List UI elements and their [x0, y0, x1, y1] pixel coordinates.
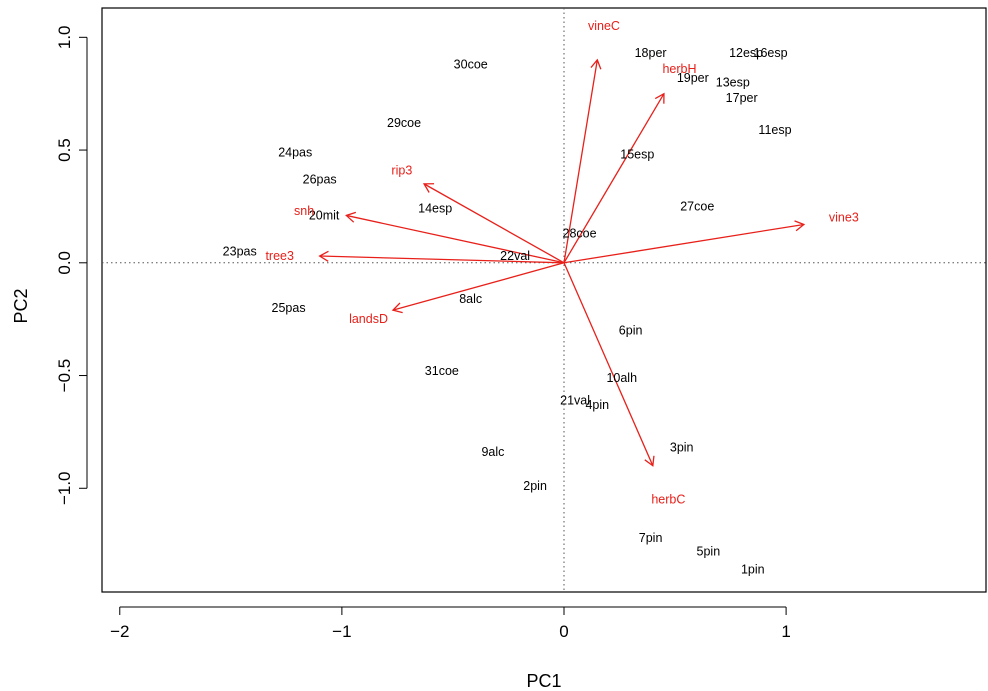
loading-arrow-shaft: [563, 262, 654, 466]
loading-label-herbC: herbC: [651, 493, 685, 507]
loading-arrow-vine3: [563, 220, 806, 264]
score-label: 21val: [560, 393, 590, 407]
loading-arrow-landsD: [391, 262, 565, 314]
score-label: 12esp: [729, 46, 763, 60]
score-label: 30coe: [454, 57, 488, 71]
loading-label-vine3: vine3: [829, 211, 859, 225]
score-label: 7pin: [639, 531, 663, 545]
loading-arrow-head: [422, 183, 435, 193]
loading-arrow-herbC: [563, 262, 655, 467]
score-label: 28coe: [563, 226, 597, 240]
loading-label-herbH: herbH: [662, 62, 696, 76]
score-label: 11esp: [758, 123, 791, 137]
score-label: 6pin: [619, 323, 643, 337]
loading-label-vineC: vineC: [588, 19, 620, 33]
loading-arrow-head: [391, 302, 403, 314]
y-tick-label: −0.5: [55, 359, 74, 393]
score-label: 2pin: [523, 479, 547, 493]
score-label: 17per: [726, 91, 758, 105]
loading-label-snh: snh: [294, 204, 314, 218]
score-label: 4pin: [585, 398, 609, 412]
loading-arrow-head: [644, 455, 655, 467]
y-axis: −1.0 −0.5 0.0 0.5 1.0: [55, 25, 88, 505]
score-label: 23pas: [223, 245, 257, 259]
loading-arrow-shaft: [319, 255, 565, 264]
loading-label-landsD: landsD: [349, 312, 388, 326]
score-label: 22val: [500, 249, 530, 263]
x-axis-title: PC1: [526, 671, 561, 691]
score-label: 5pin: [697, 544, 721, 558]
loading-label-tree3: tree3: [265, 249, 294, 263]
loading-arrow-head: [345, 211, 357, 223]
plot-frame: [101, 7, 987, 593]
score-label: 14esp: [418, 202, 452, 216]
loading-arrow-head: [590, 58, 602, 70]
score-label: 10alh: [606, 371, 637, 385]
loading-label-rip3: rip3: [391, 163, 412, 177]
score-label: 20mit: [309, 208, 340, 222]
score-label: 24pas: [278, 145, 312, 159]
y-tick-label: 1.0: [55, 25, 74, 49]
x-tick-label: −1: [332, 622, 351, 641]
loading-arrows: [318, 58, 806, 467]
loading-arrow-herbH: [563, 92, 665, 264]
score-label: 16esp: [754, 46, 788, 60]
loading-labels: vineC herbH vine3 rip3 snh tree3 landsD herbC: [265, 19, 858, 507]
score-label: 13esp: [716, 75, 750, 89]
reference-lines: [102, 8, 986, 592]
y-tick-label: 0.5: [55, 138, 74, 162]
x-tick-label: 1: [781, 622, 790, 641]
loading-arrow-shaft: [392, 262, 565, 311]
y-tick-label: 0.0: [55, 251, 74, 275]
loading-arrow-snh: [345, 211, 565, 264]
loading-arrow-shaft: [563, 223, 804, 264]
x-axis: −2 −1 0 1: [110, 606, 791, 641]
score-label: 27coe: [680, 199, 714, 213]
score-label: 9alc: [481, 445, 504, 459]
score-label: 31coe: [425, 364, 459, 378]
score-label: 18per: [635, 46, 667, 60]
loading-arrow-tree3: [318, 250, 565, 264]
loading-arrow-head: [654, 92, 665, 104]
score-label: 3pin: [670, 441, 694, 455]
loading-arrow-shaft: [346, 214, 565, 264]
loading-arrow-rip3: [422, 183, 565, 264]
loading-arrow-shaft: [563, 93, 665, 264]
score-label: 19per: [677, 71, 709, 85]
y-axis-title: PC2: [11, 288, 31, 323]
y-tick-label: −1.0: [55, 471, 74, 505]
score-label: 15esp: [620, 148, 654, 162]
score-label: 26pas: [303, 172, 337, 186]
score-label: 8alc: [459, 292, 482, 306]
loading-arrow-shaft: [423, 183, 565, 264]
x-tick-label: 0: [559, 622, 568, 641]
loading-arrow-head: [318, 250, 329, 262]
loading-arrow-vineC: [563, 58, 602, 263]
loading-arrow-shaft: [563, 59, 598, 263]
score-label: 1pin: [741, 562, 765, 576]
score-label: 25pas: [272, 301, 306, 315]
score-label: 29coe: [387, 116, 421, 130]
x-tick-label: −2: [110, 622, 129, 641]
loading-arrow-head: [794, 220, 806, 232]
